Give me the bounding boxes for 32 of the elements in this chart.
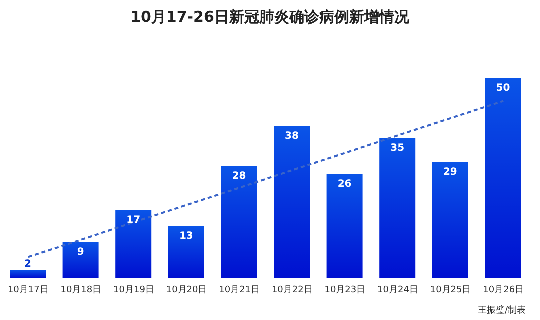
chart-title: 10月17-26日新冠肺炎确诊病例新增情况 (130, 8, 410, 27)
x-tick-label: 10月23日 (324, 285, 366, 296)
data-label: 17 (126, 215, 141, 226)
data-label: 13 (179, 231, 194, 242)
x-tick-label: 10月18日 (60, 285, 102, 296)
x-tick-label: 10月17日 (8, 285, 49, 296)
data-label: 9 (77, 247, 84, 258)
data-label: 35 (390, 143, 405, 154)
bar (116, 210, 152, 278)
x-tick-label: 10月26日 (483, 285, 524, 296)
bar (326, 174, 363, 278)
bar (221, 166, 258, 278)
x-tick-label: 10月25日 (430, 285, 472, 296)
bar (274, 126, 310, 278)
bar (432, 162, 468, 278)
bar (10, 270, 46, 278)
x-tick-label: 10月24日 (378, 285, 418, 296)
data-label: 26 (338, 179, 352, 190)
bar (62, 242, 99, 278)
data-label: 2 (24, 259, 32, 270)
data-label: 50 (496, 83, 510, 94)
x-tick-label: 10月21日 (219, 285, 260, 296)
bar (168, 226, 204, 278)
x-tick-label: 10月19日 (114, 285, 154, 296)
x-tick-label: 10月20日 (166, 285, 208, 296)
data-label: 38 (285, 131, 299, 142)
bar (485, 78, 522, 278)
data-label: 28 (232, 171, 246, 182)
bar (380, 138, 416, 278)
x-tick-label: 10月22日 (272, 285, 313, 296)
text: 王振璧/制表 (478, 304, 526, 317)
data-label: 29 (443, 167, 458, 178)
